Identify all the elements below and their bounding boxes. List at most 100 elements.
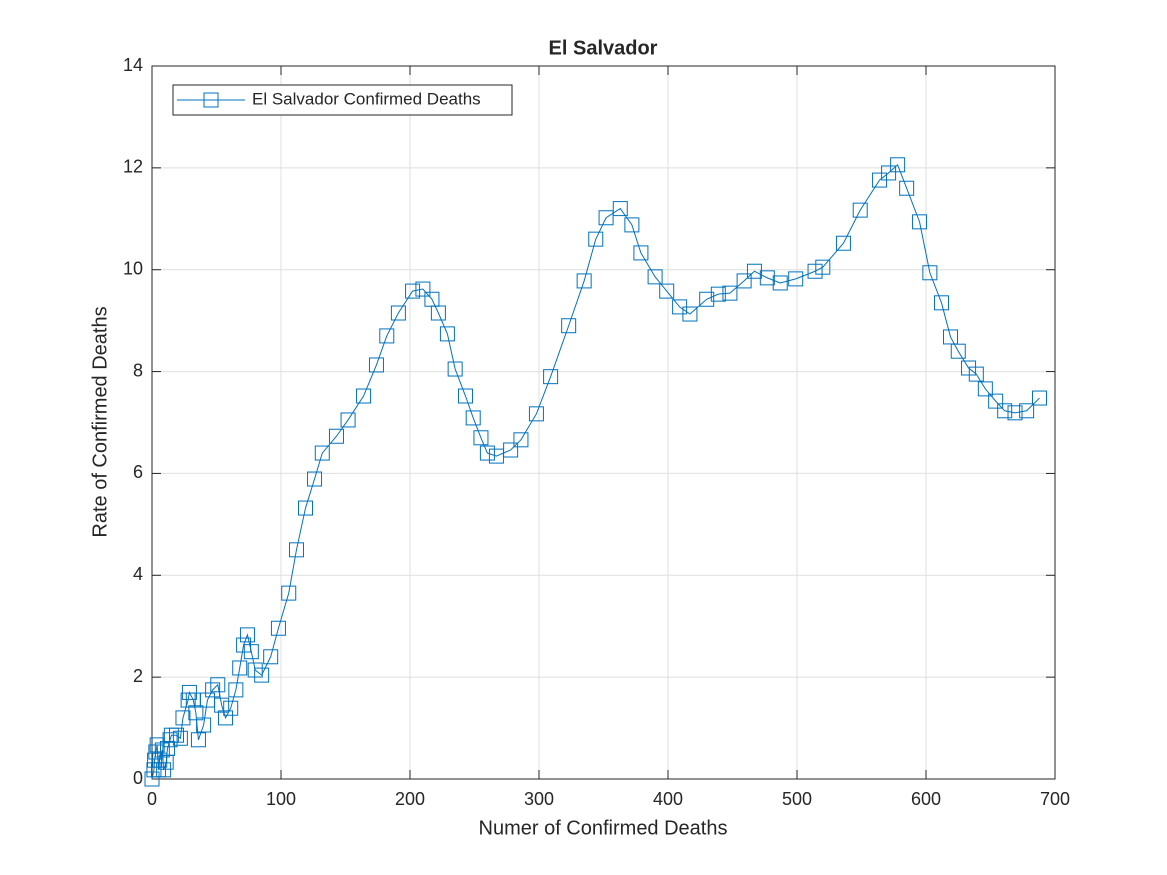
y-tick-label: 12 [123, 157, 143, 177]
data-marker [188, 705, 204, 721]
data-marker [1032, 390, 1048, 406]
data-marker [659, 283, 675, 299]
y-tick-label: 2 [133, 666, 143, 686]
data-marker [223, 700, 239, 716]
data-marker [473, 430, 489, 446]
legend-label: El Salvador Confirmed Deaths [252, 89, 481, 108]
data-marker [379, 328, 395, 344]
data-marker [736, 273, 752, 289]
data-marker [624, 217, 640, 233]
data-marker [314, 445, 330, 461]
data-marker [772, 275, 788, 291]
data-marker [1007, 405, 1023, 421]
data-marker [612, 201, 628, 217]
data-marker [503, 442, 519, 458]
y-tick-label: 10 [123, 258, 143, 278]
data-marker [588, 231, 604, 247]
x-tick-label: 0 [147, 789, 157, 809]
data-line [151, 163, 1040, 780]
data-marker [298, 500, 314, 516]
x-tick-label: 200 [395, 789, 425, 809]
data-marker [159, 740, 175, 756]
data-marker [899, 180, 915, 196]
data-marker [228, 682, 244, 698]
data-marker [356, 388, 372, 404]
data-marker [943, 329, 959, 345]
data-marker [190, 732, 206, 748]
data-marker [788, 271, 804, 287]
data-marker [243, 644, 259, 660]
data-marker [162, 732, 178, 748]
data-marker [205, 682, 221, 698]
data-marker [247, 662, 263, 678]
data-marker [415, 281, 431, 297]
data-marker [807, 263, 823, 279]
data-marker [759, 270, 775, 286]
data-marker [682, 306, 698, 322]
data-marker [543, 369, 559, 385]
x-axis-label: Numer of Confirmed Deaths [479, 817, 728, 839]
data-marker [307, 471, 323, 487]
data-marker [528, 406, 544, 422]
data-marker [447, 361, 463, 377]
data-marker [881, 165, 897, 181]
data-marker [852, 202, 868, 218]
data-marker [479, 445, 495, 461]
y-tick-label: 8 [133, 360, 143, 380]
data-marker [328, 428, 344, 444]
data-marker [699, 291, 715, 307]
x-tick-label: 100 [266, 789, 296, 809]
chart-title: El Salvador [549, 37, 658, 59]
x-tick-label: 400 [653, 789, 683, 809]
data-marker [513, 432, 529, 448]
data-marker [465, 410, 481, 426]
data-marker [169, 727, 185, 743]
data-marker [430, 305, 446, 321]
data-marker [988, 393, 1004, 409]
data-marker [647, 269, 663, 285]
legend-marker [203, 92, 219, 108]
data-marker [1019, 403, 1035, 419]
data-marker [922, 265, 938, 281]
data-marker [144, 771, 160, 787]
data-marker [815, 259, 831, 275]
data-marker [457, 388, 473, 404]
data-marker [340, 412, 356, 428]
x-tick-label: 700 [1040, 789, 1070, 809]
data-marker [950, 343, 966, 359]
data-marker [368, 357, 384, 373]
data-marker [390, 305, 406, 321]
data-marker [196, 717, 212, 733]
plot-frame [151, 65, 1056, 780]
data-marker [288, 542, 304, 558]
data-marker [405, 283, 421, 299]
data-marker [977, 381, 993, 397]
data-marker [997, 403, 1013, 419]
data-marker [214, 697, 230, 713]
data-marker [576, 273, 592, 289]
x-tick-label: 500 [782, 789, 812, 809]
y-tick-label: 4 [133, 564, 143, 584]
data-marker [239, 627, 255, 643]
data-marker [263, 649, 279, 665]
data-marker [890, 157, 906, 173]
data-marker [561, 318, 577, 334]
data-marker [933, 295, 949, 311]
data-marker [210, 677, 226, 693]
data-marker [270, 620, 286, 636]
y-tick-label: 0 [133, 768, 143, 788]
y-axis-label: Rate of Confirmed Deaths [89, 306, 111, 537]
data-marker [152, 752, 168, 768]
data-marker [218, 710, 234, 726]
data-marker [835, 235, 851, 251]
data-marker [633, 245, 649, 261]
data-marker [172, 730, 188, 746]
data-marker [598, 210, 614, 226]
data-marker [722, 285, 738, 301]
x-tick-label: 600 [911, 789, 941, 809]
data-marker [710, 286, 726, 302]
data-marker [281, 585, 297, 601]
data-marker [154, 742, 170, 758]
y-tick-label: 6 [133, 462, 143, 482]
